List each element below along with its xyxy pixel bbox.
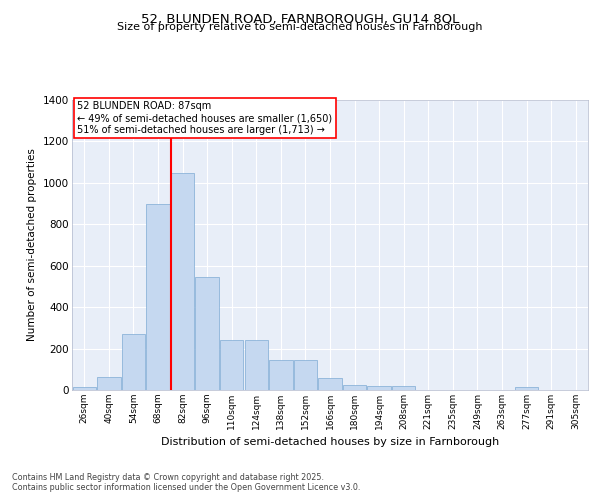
Text: Size of property relative to semi-detached houses in Farnborough: Size of property relative to semi-detach… [117, 22, 483, 32]
Text: Contains HM Land Registry data © Crown copyright and database right 2025.: Contains HM Land Registry data © Crown c… [12, 474, 324, 482]
Bar [220, 340, 244, 390]
Bar [343, 385, 366, 390]
Y-axis label: Number of semi-detached properties: Number of semi-detached properties [28, 148, 37, 342]
Bar [122, 334, 145, 390]
Bar [245, 340, 268, 390]
Text: 52 BLUNDEN ROAD: 87sqm
← 49% of semi-detached houses are smaller (1,650)
51% of : 52 BLUNDEN ROAD: 87sqm ← 49% of semi-det… [77, 102, 332, 134]
Bar [73, 387, 96, 390]
Text: 52, BLUNDEN ROAD, FARNBOROUGH, GU14 8QL: 52, BLUNDEN ROAD, FARNBOROUGH, GU14 8QL [141, 12, 459, 26]
X-axis label: Distribution of semi-detached houses by size in Farnborough: Distribution of semi-detached houses by … [161, 438, 499, 448]
Text: Contains public sector information licensed under the Open Government Licence v3: Contains public sector information licen… [12, 484, 361, 492]
Bar [97, 376, 121, 390]
Bar [146, 204, 170, 390]
Bar [392, 386, 415, 390]
Bar [319, 378, 341, 390]
Bar [171, 172, 194, 390]
Bar [196, 277, 219, 390]
Bar [367, 386, 391, 390]
Bar [294, 360, 317, 390]
Bar [269, 360, 293, 390]
Bar [515, 387, 538, 390]
